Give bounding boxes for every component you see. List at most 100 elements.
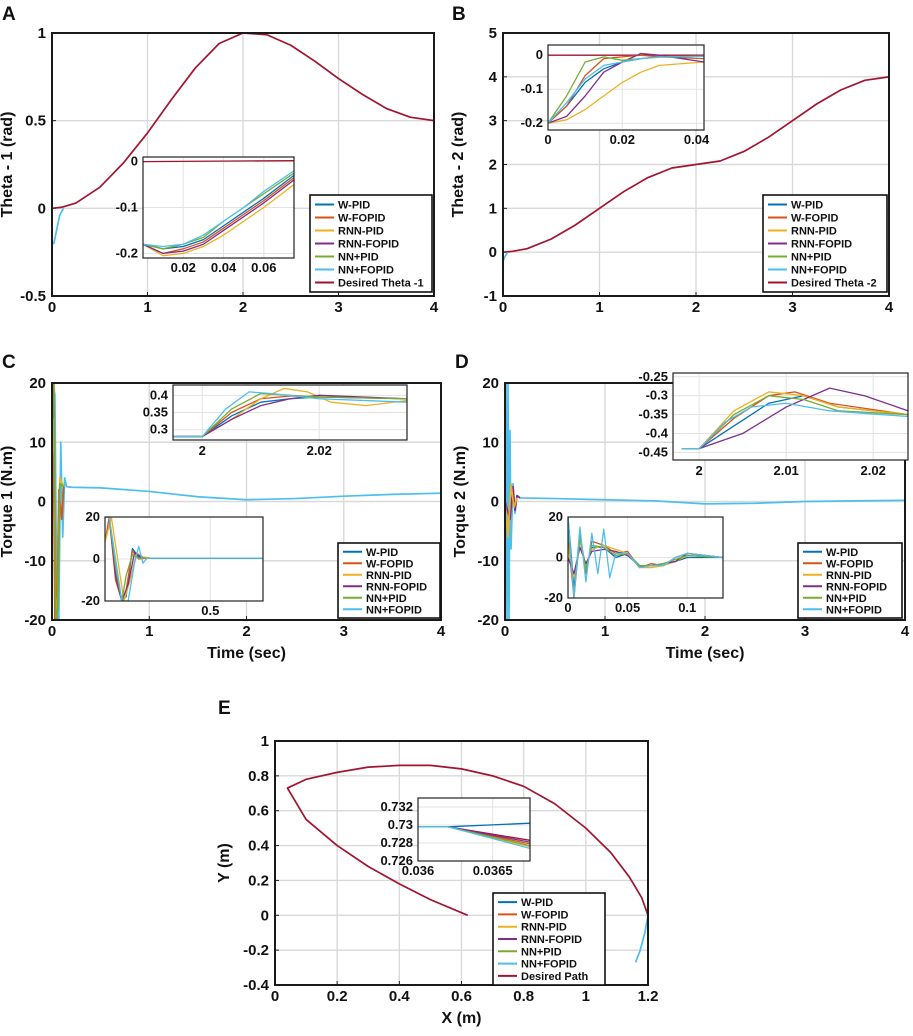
inset-x-tick-label: 2.02 (307, 443, 332, 458)
inset-x-tick-label: 2.02 (861, 463, 886, 478)
legend-entry: NN+PID (791, 252, 832, 264)
inset-x-tick-label: 2 (695, 463, 702, 478)
y-tick-label: 0 (261, 907, 269, 924)
x-tick-label: 0.6 (451, 988, 472, 1005)
inset-zoom: 2 2.01 2.02 -0.45 -0.4 -0.35 -0.3 -0.25 (638, 369, 909, 478)
panel-label: C (2, 352, 16, 373)
inset-y-tick-label: -20 (544, 590, 563, 605)
inset-y-tick-label: -0.1 (521, 81, 543, 96)
inset-y-tick-label: 20 (549, 509, 563, 524)
series-line-desired-path (286, 764, 648, 917)
inset-series-line-nn-fopid (681, 402, 908, 450)
inset-main: 0.02 0.04 0.06 -0.2 -0.1 0 (116, 154, 295, 275)
x-tick-label: 3 (788, 299, 796, 316)
x-tick-label: 0.2 (327, 988, 348, 1005)
x-tick-label: 1 (582, 988, 590, 1005)
series-line-nn-pid (52, 383, 65, 620)
inset-series-line-rnn-fopid (548, 52, 704, 124)
inset-frame (567, 516, 724, 599)
inset-y-tick-label: -0.3 (646, 388, 668, 403)
legend: W-PIDW-FOPIDRNN-PIDRNN-FOPIDNN+PIDNN+FOP… (762, 194, 888, 293)
x-tick-label: 0 (48, 299, 56, 316)
legend-entry: NN+FOPID (826, 604, 882, 616)
y-tick-label: 2 (489, 157, 497, 174)
legend-entry: Desired Theta -1 (338, 278, 424, 290)
legend-entry: NN+PID (338, 252, 379, 264)
inset-y-tick-label: -0.4 (646, 426, 669, 441)
panel-label: A (2, 4, 16, 25)
legend-entry: W-PID (521, 897, 553, 909)
x-tick-label: 0 (271, 988, 279, 1005)
inset-x-tick-label: 2.01 (773, 463, 798, 478)
panel-label: E (218, 698, 231, 719)
axes-frame (51, 32, 435, 297)
inset-frame (547, 44, 705, 131)
legend: W-PIDW-FOPIDRNN-PIDRNN-FOPIDNN+PIDNN+FOP… (492, 892, 606, 986)
y-tick-label: 1 (489, 200, 497, 217)
inset-series-line-nn-fopid (568, 517, 723, 598)
inset-frame (417, 797, 531, 862)
inset-series-line-nn-fopid (173, 391, 407, 438)
inset-plot-area (418, 798, 530, 861)
x-tick-label: 4 (901, 623, 910, 640)
legend-entry: W-PID (366, 547, 398, 559)
y-tick-label: 0 (38, 494, 46, 511)
inset-x-tick-label: 0.02 (610, 132, 635, 147)
axes-frame (274, 740, 649, 986)
x-tick-label: 0 (48, 623, 56, 640)
x-tick-label: 1 (145, 623, 153, 640)
legend-entry: RNN-PID (366, 570, 412, 582)
inset-y-tick-label: 0.732 (380, 799, 413, 814)
legend-entry: RNN-PID (791, 226, 837, 238)
y-tick-label: 10 (29, 434, 46, 451)
y-tick-label: 1 (38, 25, 46, 42)
legend-entry: Desired Theta -2 (791, 278, 877, 290)
inset-y-tick-label: -20 (81, 593, 100, 608)
inset-series-line-nn-pid (143, 172, 294, 250)
legend-entry: W-FOPID (338, 213, 385, 225)
legend-entry: W-FOPID (366, 558, 413, 570)
inset-y-tick-label: -0.2 (521, 115, 543, 130)
y-tick-label: 0.5 (25, 113, 46, 130)
y-tick-label: -20 (24, 612, 46, 629)
legend-entry: W-FOPID (826, 558, 873, 570)
inset-x-tick-label: 0.06 (251, 260, 276, 275)
legend-entry: RNN-PID (826, 570, 872, 582)
inset-x-tick-label: 0.05 (615, 600, 640, 615)
x-tick-label: 3 (334, 299, 342, 316)
y-tick-label: 1 (261, 733, 269, 750)
inset-x-tick-label: 0.5 (201, 603, 219, 618)
x-tick-label: 0.8 (513, 988, 534, 1005)
inset-series-line-rnn-fopid (143, 179, 294, 255)
y-tick-label: -10 (477, 553, 499, 570)
x-tick-label: 0 (501, 623, 509, 640)
inset-main: 0.036 0.0365 0.726 0.728 0.73 0.732 (380, 797, 531, 878)
y-tick-label: -20 (477, 612, 499, 629)
y-tick-label: 0.4 (248, 838, 270, 855)
y-tick-label: 20 (29, 375, 46, 392)
y-axis-label: Theta - 1 (rad) (0, 112, 16, 218)
x-axis-label: X (m) (442, 1010, 482, 1027)
series-line-desired-theta-2 (503, 75, 889, 254)
inset-x-tick-label: 0 (544, 132, 551, 147)
y-axis-label: Torque 1 (N.m) (0, 446, 16, 558)
legend-entry: NN+PID (826, 593, 867, 605)
x-tick-label: 1 (143, 299, 151, 316)
inset-main: 0.5 -20 0 20 (81, 509, 264, 618)
x-tick-label: 3 (801, 623, 809, 640)
legend-entry: W-PID (826, 547, 858, 559)
series-line-rnn-pid (505, 482, 518, 538)
x-axis-label: Time (sec) (207, 645, 286, 662)
y-tick-label: 0 (38, 200, 46, 217)
x-tick-label: 0.4 (389, 988, 411, 1005)
inset-series-line-nn-fopid (105, 517, 263, 601)
inset-series-line-nn-fopid (548, 55, 704, 124)
x-tick-label: 2 (242, 623, 250, 640)
y-tick-label: 0.2 (248, 872, 269, 889)
inset-y-tick-label: 0.3 (150, 422, 168, 437)
